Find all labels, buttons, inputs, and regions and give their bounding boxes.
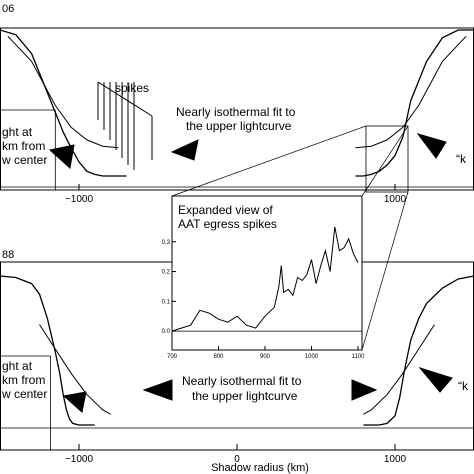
x-tick-label: 1000 bbox=[384, 194, 407, 205]
x-axis-label: Shadow radius (km) bbox=[211, 462, 309, 474]
spikes-label: spikes bbox=[115, 81, 149, 95]
bottom-panel-label: 88 bbox=[2, 249, 14, 261]
left-label-top-line1: ght at bbox=[2, 125, 33, 139]
left-label-top-line3: w center bbox=[1, 153, 47, 167]
arrow-fit-bottom-right bbox=[352, 380, 376, 400]
right-label-bottom: “k bbox=[458, 379, 469, 393]
inset-title-line1: Expanded view of bbox=[178, 203, 273, 217]
inset-y-tick-label: 0.2 bbox=[162, 270, 171, 276]
inset-x-tick-label: 1000 bbox=[305, 354, 319, 360]
arrow-left-bottom bbox=[64, 392, 86, 412]
x-tick-label: −1000 bbox=[65, 194, 94, 205]
arrow-left-top bbox=[50, 145, 74, 168]
arrow-right-top bbox=[418, 134, 446, 158]
isothermal-fit-curve bbox=[356, 36, 467, 148]
top-panel-label: 06 bbox=[2, 3, 14, 15]
arrow-right-bottom bbox=[420, 368, 452, 392]
left-label-bottom-line1: ght at bbox=[2, 359, 33, 373]
x-tick-label: 1000 bbox=[384, 454, 407, 465]
inset-x-tick-label: 1100 bbox=[352, 354, 366, 360]
left-label-bottom-line2: km from bbox=[2, 373, 45, 387]
inset-x-tick-label: 800 bbox=[213, 354, 224, 360]
fit-label-top-line1: Nearly isothermal fit to bbox=[176, 105, 296, 119]
inset-x-tick-label: 900 bbox=[260, 354, 271, 360]
left-label-bottom-line3: w center bbox=[1, 387, 47, 401]
lightcurve-series bbox=[363, 276, 474, 425]
fit-label-bottom-line2: the upper lightcurve bbox=[192, 389, 298, 403]
zoom-line bbox=[362, 192, 408, 350]
inset-y-tick-label: 0.0 bbox=[162, 329, 171, 335]
arrow-fit-top bbox=[172, 140, 198, 160]
x-tick-label: −1000 bbox=[65, 454, 94, 465]
fit-label-top-line2: the upper lightcurve bbox=[186, 119, 292, 133]
zoom-line bbox=[362, 126, 408, 196]
fit-label-bottom-line1: Nearly isothermal fit to bbox=[182, 374, 302, 388]
inset-x-tick-label: 700 bbox=[167, 354, 178, 360]
left-label-top-line2: km from bbox=[2, 139, 45, 153]
inset-y-tick-label: 0.1 bbox=[162, 299, 171, 305]
right-label-top: “k bbox=[456, 152, 467, 166]
zoom-line bbox=[172, 126, 366, 196]
inset-y-tick-label: 0.3 bbox=[162, 240, 171, 246]
inset-title-line2: AAT egress spikes bbox=[178, 217, 277, 231]
arrow-fit-bottom-left bbox=[144, 380, 172, 400]
